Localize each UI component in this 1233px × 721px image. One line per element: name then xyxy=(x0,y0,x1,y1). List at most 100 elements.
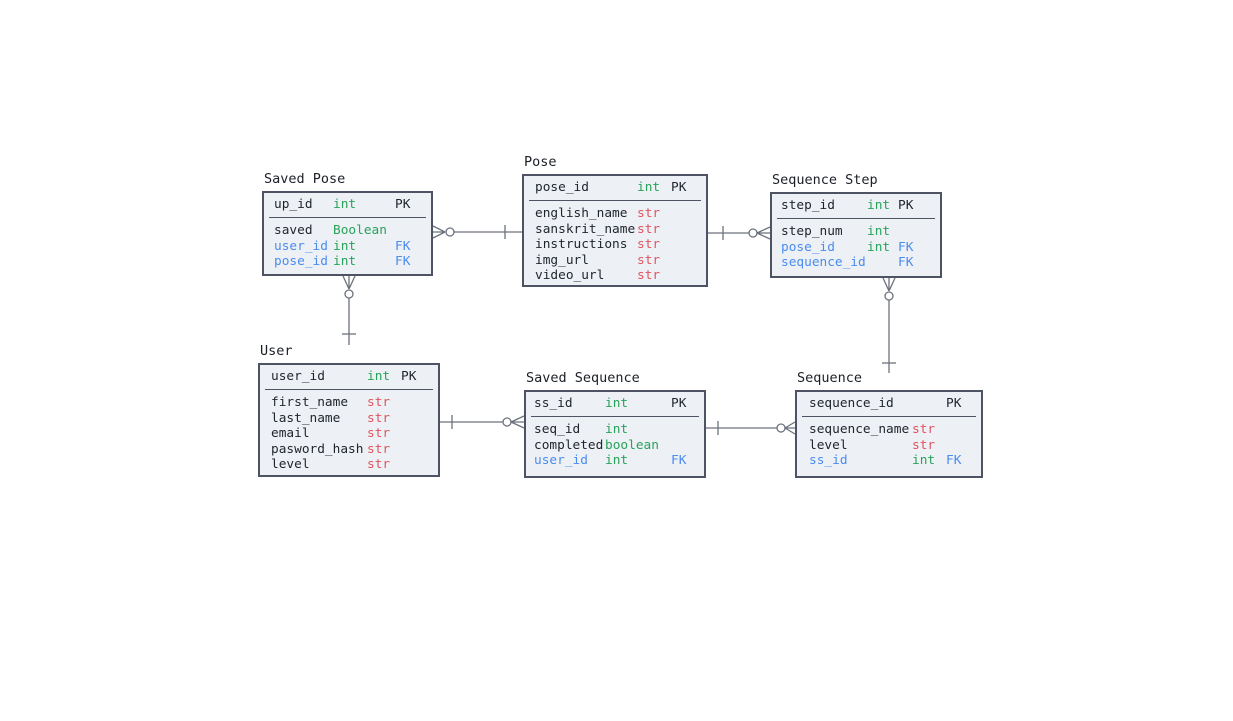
zero-circle-icon xyxy=(344,289,354,299)
relationship-saved-pose-pose xyxy=(432,225,522,239)
field-name: level xyxy=(809,437,848,453)
table-row: first_name str xyxy=(260,395,438,411)
entity-title: Sequence xyxy=(797,370,863,386)
header-separator xyxy=(802,416,976,417)
pk-badge: PK xyxy=(671,180,687,195)
entity-rows: seq_id int completed boolean user_id int FK xyxy=(526,417,704,475)
entity-header-row: step_id int PK xyxy=(772,194,940,218)
table-row: instructions str xyxy=(524,237,706,253)
field-type: int xyxy=(912,453,936,468)
header-separator xyxy=(529,200,701,201)
entity-box: step_id int PK step_num int pose_id int FK se… xyxy=(770,192,942,278)
relationship-user-saved-sequence xyxy=(440,415,525,429)
table-row: img_url str xyxy=(524,253,706,269)
field-name: user_id xyxy=(274,238,328,254)
field-name: first_name xyxy=(271,395,349,410)
entity-rows: saved Boolean user_id int FK pose_id int FK xyxy=(264,218,431,274)
table-row: user_id int FK xyxy=(526,453,704,469)
pk-field-type: int xyxy=(367,369,391,384)
entity-title: Saved Sequence xyxy=(526,370,640,386)
entity-rows: first_name str last_name str email str pasword… xyxy=(260,390,438,475)
field-name: instructions xyxy=(535,237,628,252)
field-type: str xyxy=(637,221,661,237)
field-name: ss_id xyxy=(809,453,848,468)
table-row: sequence_id FK xyxy=(772,255,940,271)
entity-title: Pose xyxy=(524,154,557,170)
table-row: user_id int FK xyxy=(264,239,431,255)
entity-rows: step_num int pose_id int FK sequence_id FK xyxy=(772,219,940,276)
entity-header-row: sequence_id PK xyxy=(797,392,981,416)
entity-title: Saved Pose xyxy=(264,171,346,187)
field-type: str xyxy=(367,410,391,426)
pk-field-name: ss_id xyxy=(534,396,573,411)
field-name: email xyxy=(271,426,310,441)
pk-field-name: sequence_id xyxy=(809,396,894,411)
field-name: step_num xyxy=(781,224,843,239)
field-type: Boolean xyxy=(333,223,387,238)
field-type: str xyxy=(637,206,661,221)
key-badge: FK xyxy=(395,254,411,269)
key-badge: FK xyxy=(898,255,914,270)
header-separator xyxy=(269,217,426,218)
entity-user[interactable]: User user_id int PK first_name str last_na… xyxy=(258,344,440,477)
field-type: int xyxy=(867,239,891,255)
table-row: video_url str xyxy=(524,268,706,284)
entity-title: User xyxy=(260,343,293,359)
entity-title: Sequence Step xyxy=(772,172,878,188)
crows-foot-icon xyxy=(432,225,446,239)
field-type: str xyxy=(367,457,391,472)
pk-field-name: step_id xyxy=(781,198,835,213)
header-separator xyxy=(531,416,699,417)
table-row: pose_id int FK xyxy=(772,240,940,256)
pk-badge: PK xyxy=(946,396,962,411)
field-type: int xyxy=(605,422,629,437)
field-name: img_url xyxy=(535,252,589,268)
crows-foot-icon xyxy=(342,275,356,290)
pk-badge: PK xyxy=(395,197,411,212)
entity-sequence[interactable]: Sequence sequence_id PK sequence_name str… xyxy=(795,371,983,478)
field-type: int xyxy=(333,238,357,254)
field-name: saved xyxy=(274,223,313,238)
field-name: level xyxy=(271,457,310,472)
pk-field-type: int xyxy=(605,396,629,411)
relationship-saved-sequence-sequence xyxy=(706,421,796,435)
table-row: completed boolean xyxy=(526,438,704,454)
pk-field-name: user_id xyxy=(271,369,325,384)
crows-foot-icon xyxy=(882,277,896,292)
table-row: sequence_name str xyxy=(797,422,981,438)
field-name: seq_id xyxy=(534,422,581,437)
pk-badge: PK xyxy=(401,369,417,384)
field-type: int xyxy=(605,453,629,468)
field-type: str xyxy=(367,441,391,457)
pk-badge: PK xyxy=(898,198,914,213)
relationship-pose-sequence-step xyxy=(708,226,771,240)
header-separator xyxy=(777,218,935,219)
field-name: last_name xyxy=(271,410,341,426)
entity-saved-pose[interactable]: Saved Pose up_id int PK saved Boolean user… xyxy=(262,172,433,276)
entity-pose[interactable]: Pose pose_id int PK english_name str sansk… xyxy=(522,155,708,287)
field-type: str xyxy=(912,422,936,437)
entity-sequence-step[interactable]: Sequence Step step_id int PK step_num int… xyxy=(770,173,942,278)
pk-field-type: int xyxy=(333,197,357,212)
relationship-sequence-step-sequence xyxy=(882,277,896,373)
zero-circle-icon xyxy=(884,291,894,301)
field-name: video_url xyxy=(535,268,605,283)
table-row: pose_id int FK xyxy=(264,254,431,270)
zero-circle-icon xyxy=(748,228,758,238)
field-name: pose_id xyxy=(781,239,835,255)
entity-rows: sequence_name str level str ss_id int FK xyxy=(797,417,981,475)
pk-field-type: int xyxy=(867,198,891,213)
entity-box: pose_id int PK english_name str sanskrit_n… xyxy=(522,174,708,287)
field-name: pose_id xyxy=(274,254,328,269)
entity-rows: english_name str sanskrit_name str instructi… xyxy=(524,201,706,285)
field-type: str xyxy=(367,395,391,410)
entity-box: user_id int PK first_name str last_name str… xyxy=(258,363,440,477)
table-row: seq_id int xyxy=(526,422,704,438)
pk-field-name: pose_id xyxy=(535,180,589,195)
field-type: str xyxy=(637,268,661,283)
field-type: str xyxy=(637,237,661,252)
entity-saved-sequence[interactable]: Saved Sequence ss_id int PK seq_id int com… xyxy=(524,371,706,478)
field-name: completed xyxy=(534,437,604,453)
table-row: saved Boolean xyxy=(264,223,431,239)
